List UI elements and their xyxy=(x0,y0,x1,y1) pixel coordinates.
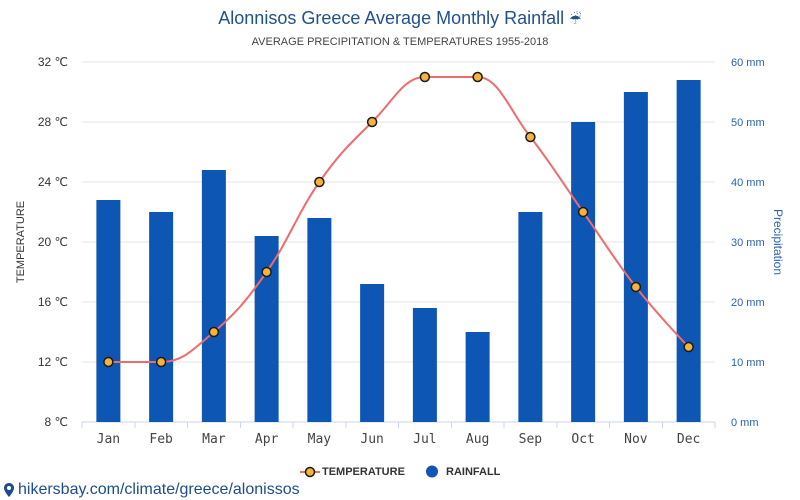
x-axis-tick-label: May xyxy=(308,432,332,447)
x-axis-tick-label: Dec xyxy=(677,432,700,447)
y-axis-right-tick-label: 60 mm xyxy=(731,57,765,69)
y-axis-right-tick-label: 40 mm xyxy=(731,177,765,189)
legend-item-temperature[interactable]: TEMPERATURE xyxy=(298,463,405,481)
y-axis-tick-label: 8 ℃ xyxy=(45,415,68,429)
x-axis-tick-label: Jun xyxy=(360,432,383,447)
rainfall-bar xyxy=(96,200,120,422)
y-axis-left-labels: 8 ℃ 12 ℃ 16 ℃ 20 ℃ 24 ℃ 28 ℃ 32 ℃ xyxy=(38,55,68,429)
y-axis-tick-label: 12 ℃ xyxy=(38,355,68,369)
y-axis-right-tick-label: 50 mm xyxy=(731,117,765,129)
x-axis-tick-label: Aug xyxy=(466,432,489,447)
rainfall-bar xyxy=(202,170,226,422)
x-axis-tick-label: Apr xyxy=(255,432,279,447)
legend-rainfall-dot-icon xyxy=(424,463,440,481)
y-axis-tick-label: 32 ℃ xyxy=(38,55,68,69)
x-axis-tick-label: Feb xyxy=(149,432,173,447)
legend-temperature-marker-icon xyxy=(298,463,322,481)
temperature-marker xyxy=(420,73,429,82)
rainfall-bar xyxy=(413,308,437,422)
temperature-line xyxy=(108,77,688,362)
y-axis-tick-label: 20 ℃ xyxy=(38,235,68,249)
y-axis-tick-label: 16 ℃ xyxy=(38,295,68,309)
footer: hikersbay.com/climate/greece/alonissos xyxy=(3,480,300,500)
legend-label-rainfall: RAINFALL xyxy=(446,463,500,481)
temperature-marker xyxy=(368,118,377,127)
gridlines xyxy=(82,62,715,362)
y-axis-right-labels: 0 mm 10 mm 20 mm 30 mm 40 mm 50 mm 60 mm xyxy=(731,57,765,429)
temperature-marker xyxy=(526,133,535,142)
temperature-marker xyxy=(315,178,324,187)
rainfall-bar xyxy=(149,212,173,422)
x-axis-tick-label: Nov xyxy=(624,432,648,447)
y-axis-tick-label: 24 ℃ xyxy=(38,175,68,189)
x-axis-tick-label: Sep xyxy=(519,432,543,447)
temperature-marker xyxy=(104,358,113,367)
rainfall-bar xyxy=(360,284,384,422)
chart-plot: 8 ℃ 12 ℃ 16 ℃ 20 ℃ 24 ℃ 28 ℃ 32 ℃ 0 mm 10 mm 20 … xyxy=(0,0,800,460)
x-axis-labels: Jan Feb Mar Apr May Jun Jul Aug Sep Oct Nov Dec xyxy=(97,432,701,447)
x-axis-tick-label: Jul xyxy=(413,432,436,447)
temperature-marker xyxy=(157,358,166,367)
temperature-marker xyxy=(631,283,640,292)
rainfall-bar xyxy=(466,332,490,422)
temperature-marker xyxy=(684,343,693,352)
rainfall-bar xyxy=(307,218,331,422)
rainfall-bar xyxy=(624,92,648,422)
rainfall-bar xyxy=(255,236,279,422)
rainfall-bar xyxy=(518,212,542,422)
temperature-markers xyxy=(104,73,693,367)
y-axis-right-tick-label: 30 mm xyxy=(731,237,765,249)
legend-label-temperature: TEMPERATURE xyxy=(322,463,405,481)
rainfall-bar xyxy=(677,80,701,422)
y-axis-right-title: Precipitation xyxy=(771,209,785,275)
x-axis-tick-label: Jan xyxy=(97,432,120,447)
temperature-series xyxy=(108,77,688,362)
temperature-marker xyxy=(473,73,482,82)
x-axis xyxy=(82,422,715,428)
x-axis-tick-label: Mar xyxy=(202,432,226,447)
rainfall-bar xyxy=(571,122,595,422)
legend-item-rainfall[interactable]: RAINFALL xyxy=(424,463,500,481)
map-pin-icon xyxy=(3,482,15,498)
y-axis-left-title: TEMPERATURE xyxy=(15,201,27,283)
y-axis-right-tick-label: 10 mm xyxy=(731,357,765,369)
y-axis-right-tick-label: 0 mm xyxy=(731,417,759,429)
y-axis-tick-label: 28 ℃ xyxy=(38,115,68,129)
temperature-marker xyxy=(579,208,588,217)
temperature-marker xyxy=(262,268,271,277)
y-axis-right-tick-label: 20 mm xyxy=(731,297,765,309)
footer-link[interactable]: hikersbay.com/climate/greece/alonissos xyxy=(18,480,300,500)
temperature-marker xyxy=(209,328,218,337)
x-axis-tick-label: Oct xyxy=(571,432,594,447)
